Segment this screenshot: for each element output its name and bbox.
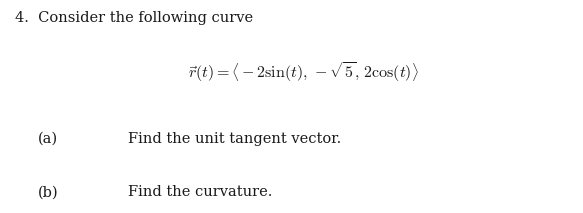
Text: 4.  Consider the following curve: 4. Consider the following curve <box>15 11 252 25</box>
Text: $\vec{r}(t) = \left\langle -2\sin(t),\,-\sqrt{5},\,2\cos(t) \right\rangle$: $\vec{r}(t) = \left\langle -2\sin(t),\,-… <box>188 60 419 83</box>
Text: (a): (a) <box>38 132 58 146</box>
Text: Find the curvature.: Find the curvature. <box>128 185 273 199</box>
Text: Find the unit tangent vector.: Find the unit tangent vector. <box>128 132 342 146</box>
Text: (b): (b) <box>38 185 58 199</box>
